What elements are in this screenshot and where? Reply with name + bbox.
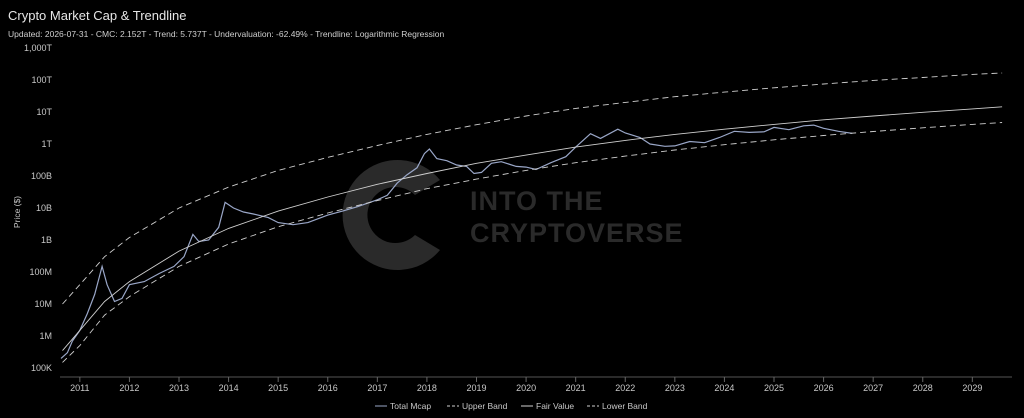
x-tick-label: 2014 [219, 383, 239, 393]
y-tick-label: 1T [41, 139, 52, 149]
legend-label: Lower Band [602, 401, 648, 411]
legend-label: Upper Band [462, 401, 508, 411]
legend[interactable]: Total Mcap Upper Band Fair Value Lower Band [375, 401, 648, 411]
y-tick-label: 1M [39, 331, 52, 341]
y-tick-label: 1B [41, 235, 52, 245]
x-tick-label: 2017 [367, 383, 387, 393]
x-tick-label: 2018 [417, 383, 437, 393]
x-tick-label: 2022 [615, 383, 635, 393]
series-lower-band [62, 122, 1003, 363]
x-tick-label: 2016 [318, 383, 338, 393]
x-tick-label: 2015 [268, 383, 288, 393]
legend-label: Fair Value [536, 401, 574, 411]
y-tick-label: 100K [31, 363, 52, 373]
watermark: INTO THE CRYPTOVERSE [342, 160, 684, 271]
legend-item-lower-band[interactable]: Lower Band [587, 401, 648, 411]
x-tick-label: 2029 [962, 383, 982, 393]
y-axis-ticks: 100K 1M 10M 100M 1B 10B 100B 1T 10T 100T 1,000T [24, 43, 53, 373]
y-tick-label: 100B [31, 171, 52, 181]
watermark-line-2: CRYPTOVERSE [470, 218, 684, 248]
y-tick-label: 10M [34, 299, 52, 309]
x-tick-label: 2027 [863, 383, 883, 393]
x-tick-label: 2025 [764, 383, 784, 393]
y-tick-label: 100T [31, 75, 52, 85]
watermark-line-1: INTO THE [470, 186, 604, 216]
x-tick-label: 2021 [566, 383, 586, 393]
x-tick-label: 2023 [665, 383, 685, 393]
x-tick-label: 2011 [70, 383, 89, 393]
x-tick-label: 2020 [516, 383, 536, 393]
legend-item-upper-band[interactable]: Upper Band [447, 401, 508, 411]
legend-label: Total Mcap [390, 401, 431, 411]
y-axis-label: Price ($) [12, 196, 22, 228]
x-tick-label: 2028 [913, 383, 933, 393]
x-axis-ticks: 2011 2012 2013 2014 2015 2016 2017 2018 2019 2020… [70, 377, 982, 393]
y-tick-label: 100M [29, 267, 52, 277]
x-tick-label: 2012 [119, 383, 139, 393]
x-tick-label: 2024 [714, 383, 734, 393]
y-tick-label: 10T [36, 107, 52, 117]
y-tick-label: 10B [36, 203, 52, 213]
x-tick-label: 2026 [814, 383, 834, 393]
series-fair-value [62, 106, 1003, 351]
legend-item-fair-value[interactable]: Fair Value [521, 401, 574, 411]
x-tick-label: 2013 [169, 383, 189, 393]
watermark-logo-icon [342, 160, 440, 271]
chart-title: Crypto Market Cap & Trendline [8, 8, 187, 23]
y-tick-label: 1,000T [24, 43, 53, 53]
legend-item-total-mcap[interactable]: Total Mcap [375, 401, 431, 411]
x-tick-label: 2019 [466, 383, 486, 393]
series-upper-band [62, 72, 1003, 305]
chart-subtitle: Updated: 2026-07-31 - CMC: 2.152T - Tren… [8, 29, 445, 39]
series-group [60, 72, 1003, 363]
series-total-mcap [60, 124, 853, 359]
